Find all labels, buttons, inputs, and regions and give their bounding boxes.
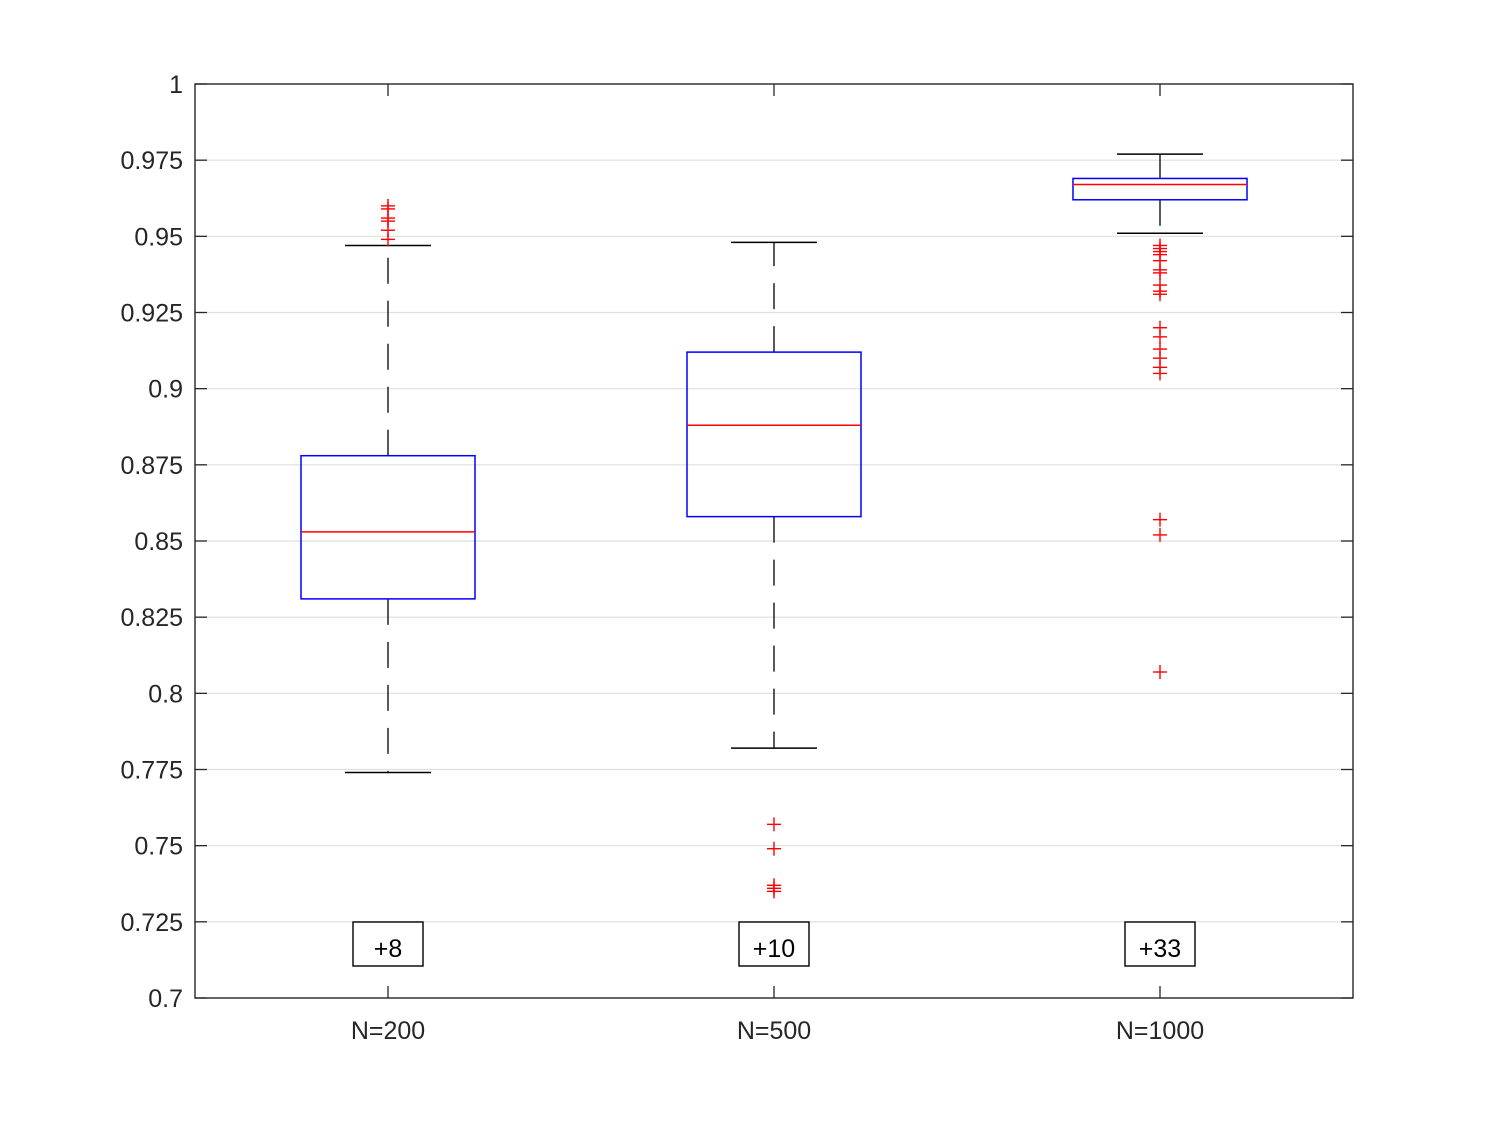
y-tick-label: 0.875 [120, 452, 183, 480]
outlier-marker [1153, 366, 1167, 381]
count-annotation-box [738, 921, 810, 967]
box-group: +8 [300, 198, 476, 967]
outlier-marker [767, 817, 781, 832]
outlier-marker [1153, 329, 1167, 344]
box-group: +10 [686, 241, 862, 967]
y-tick-label: 0.9 [148, 376, 183, 404]
outlier-marker [1153, 527, 1167, 542]
y-tick-label: 0.975 [120, 147, 183, 175]
count-annotation-box [352, 921, 424, 967]
y-tick-label: 0.85 [134, 528, 183, 556]
count-annotation-box [1124, 921, 1196, 967]
y-tick-label: 0.8 [148, 680, 183, 708]
outlier-marker [767, 841, 781, 856]
y-tick-label: 0.725 [120, 909, 183, 937]
x-tick-label: N=1000 [1116, 1017, 1204, 1045]
label-layer: 0.7 0.725 0.75 0.775 0.8 0.825 0.85 0.875 0.9 0.9… [120, 71, 1204, 1045]
iqr-box [1072, 177, 1248, 201]
outlier-marker [1153, 265, 1167, 280]
x-tick-label: N=200 [351, 1017, 425, 1045]
count-annotation-label: +33 [1139, 935, 1181, 963]
y-tick-label: 0.7 [148, 985, 183, 1013]
box-group: +33 [1072, 153, 1248, 967]
axes-frame [194, 83, 1354, 999]
y-tick-label: 0.95 [134, 223, 183, 251]
y-tick-label: 0.775 [120, 757, 183, 785]
x-tick-label: N=500 [737, 1017, 811, 1045]
outlier-marker [1153, 512, 1167, 527]
count-annotation-label: +8 [374, 935, 403, 963]
iqr-box [300, 454, 476, 600]
axes-layer [194, 83, 1354, 999]
y-tick-label: 0.825 [120, 604, 183, 632]
y-tick-label: 0.925 [120, 300, 183, 328]
count-annotation-label: +10 [753, 935, 795, 963]
outlier-marker [381, 198, 395, 213]
box-layer: +8 +10 +33 [300, 153, 1248, 967]
outlier-marker [767, 884, 781, 899]
iqr-box [686, 351, 862, 518]
outlier-marker [1153, 665, 1167, 680]
y-tick-label: 0.75 [134, 833, 183, 861]
y-tick-label: 1 [169, 71, 183, 99]
outlier-marker [1153, 287, 1167, 302]
